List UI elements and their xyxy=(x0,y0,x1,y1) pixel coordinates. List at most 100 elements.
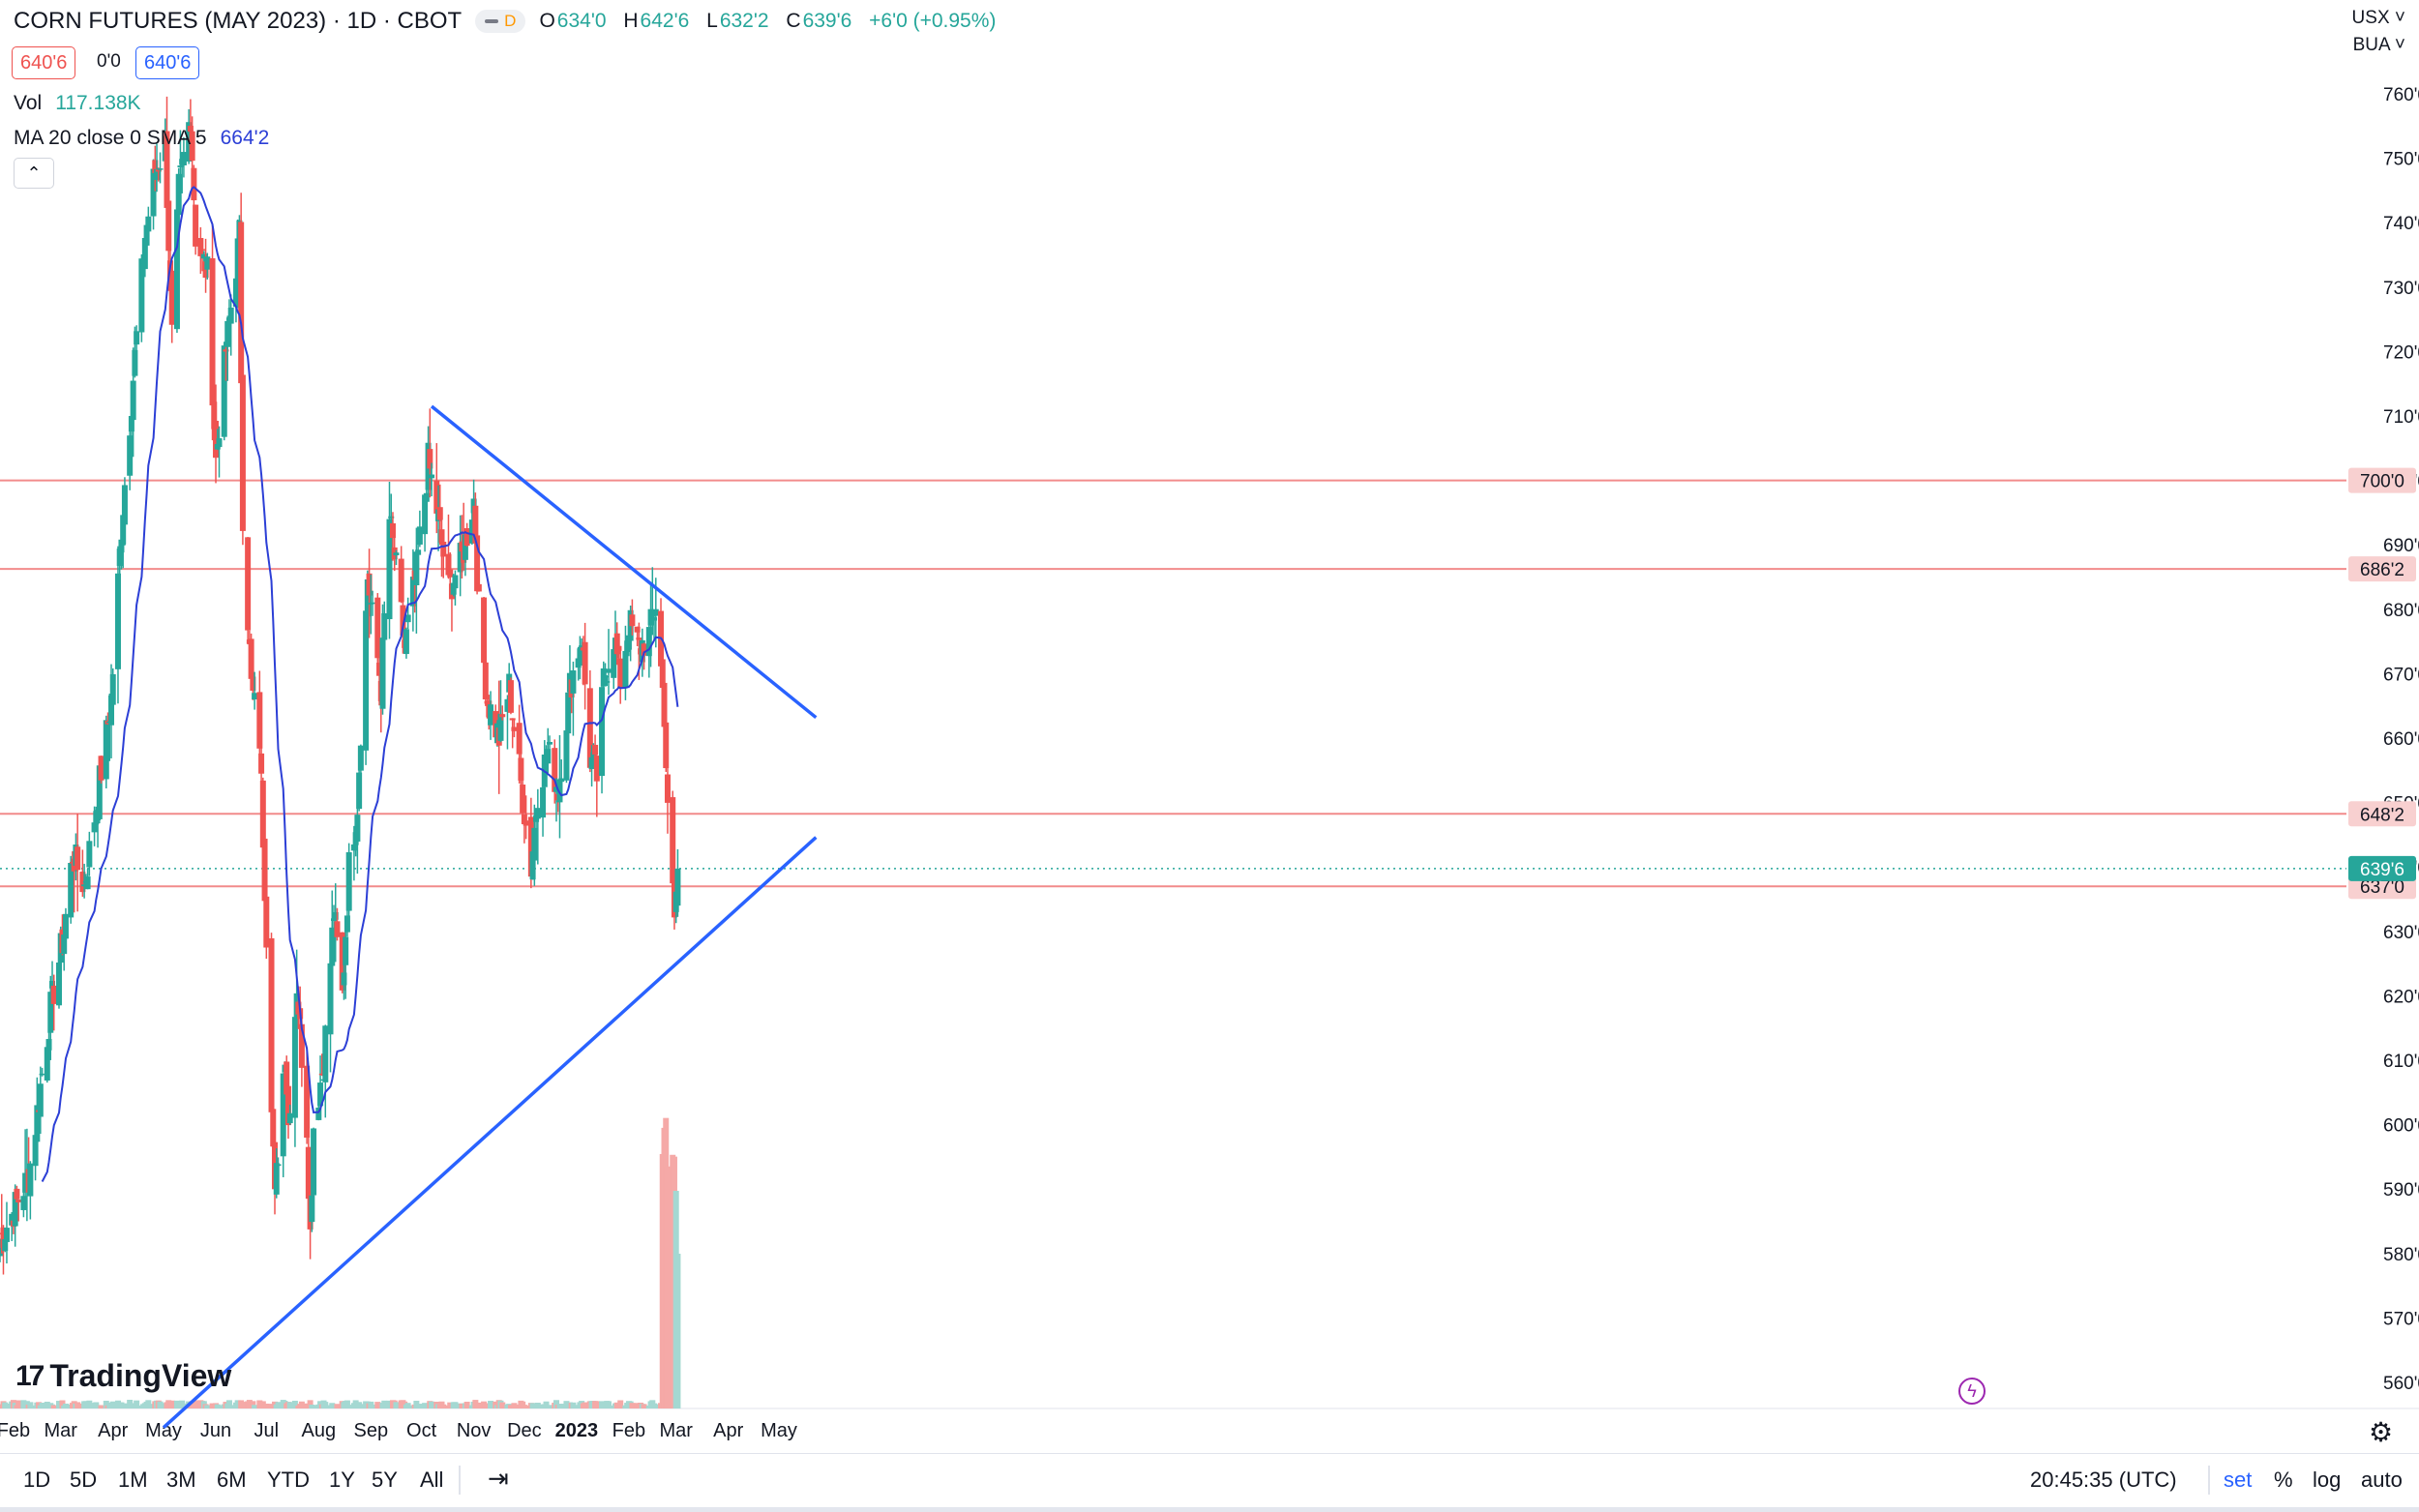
volume-bar xyxy=(275,1402,282,1408)
collapse-legend-button[interactable]: ⌃ xyxy=(14,158,54,189)
range-1y-button[interactable]: 1Y xyxy=(329,1468,355,1492)
volume-bar xyxy=(606,1401,612,1408)
candle-body xyxy=(114,573,121,669)
volume-bar xyxy=(225,1400,232,1408)
price-chart[interactable]: 560'0 570'0 580'0 590'0 600'0 610'0 620'0 630'0… xyxy=(0,0,2419,1453)
candle-body xyxy=(423,492,430,502)
candle-body xyxy=(415,549,422,555)
volume-bar xyxy=(263,1403,270,1408)
candle-body xyxy=(472,505,479,544)
symbol-title[interactable]: CORN FUTURES (MAY 2023) · 1D · CBOT xyxy=(14,8,463,34)
candle-body xyxy=(238,222,245,384)
visibility-toggle[interactable]: D xyxy=(475,10,526,33)
volume-bar xyxy=(345,1405,352,1408)
range-5y-button[interactable]: 5Y xyxy=(372,1468,398,1492)
candle-body xyxy=(286,1112,293,1124)
volume-bar xyxy=(357,1404,364,1408)
y-tick-label: 590'0 xyxy=(2383,1180,2419,1201)
volume-bar xyxy=(118,1402,125,1408)
candle-body xyxy=(452,575,459,589)
clock-time[interactable]: 20:45:35 (UTC) xyxy=(2030,1468,2177,1492)
candle-body xyxy=(602,675,609,678)
level-label: 686'2 xyxy=(2360,560,2404,580)
candle-body xyxy=(611,649,617,678)
candle-body xyxy=(197,238,204,256)
candle-body xyxy=(497,713,504,741)
candle-body xyxy=(86,841,93,868)
sell-button[interactable]: 640'6 xyxy=(12,46,76,79)
volume-bar xyxy=(15,1400,22,1408)
candle-body xyxy=(516,723,523,755)
candle-body xyxy=(150,168,157,217)
y-tick-label: 560'0 xyxy=(2383,1374,2419,1394)
candle-body xyxy=(130,380,136,421)
buy-button[interactable]: 640'6 xyxy=(135,46,200,79)
ma-line xyxy=(41,186,679,1182)
candle-body xyxy=(34,1105,41,1142)
volume-bar xyxy=(307,1400,314,1408)
candle-body xyxy=(128,416,134,432)
log-button[interactable]: log xyxy=(2313,1468,2342,1492)
candle-body xyxy=(388,516,395,519)
candle-body xyxy=(168,270,175,325)
range-3m-button[interactable]: 3M xyxy=(166,1468,196,1492)
volume-bar xyxy=(552,1400,559,1408)
auto-button[interactable]: auto xyxy=(2361,1468,2403,1492)
range-ytd-button[interactable]: YTD xyxy=(267,1468,310,1492)
currency-selector[interactable]: USX ˅ xyxy=(2351,8,2405,28)
candle-body xyxy=(173,209,180,330)
session-button[interactable]: set xyxy=(2224,1468,2253,1492)
volume-bar xyxy=(452,1402,459,1408)
percent-button[interactable]: % xyxy=(2274,1468,2293,1492)
candle-body xyxy=(116,548,123,566)
volume-bar xyxy=(463,1401,470,1408)
candle-body xyxy=(37,1083,44,1117)
candle-body xyxy=(121,485,128,525)
candle-body xyxy=(187,126,194,132)
candle-body xyxy=(304,1065,311,1139)
candle-body xyxy=(3,1228,10,1242)
candle-body xyxy=(422,494,429,535)
calendar-range-icon[interactable]: ⇥ xyxy=(488,1464,509,1493)
x-tick-label: May xyxy=(761,1420,797,1441)
candle-body xyxy=(311,1128,317,1196)
candle-body xyxy=(457,543,463,573)
range-1m-button[interactable]: 1M xyxy=(118,1468,148,1492)
volume-bar xyxy=(50,1405,57,1408)
volume-bar xyxy=(534,1403,541,1408)
y-tick-label: 690'0 xyxy=(2383,536,2419,556)
candle-body xyxy=(134,331,140,345)
volume-bar xyxy=(475,1402,482,1408)
range-6m-button[interactable]: 6M xyxy=(217,1468,247,1492)
candle-body xyxy=(354,815,361,842)
candle-body xyxy=(329,927,336,966)
ma-label[interactable]: MA 20 close 0 SMA 5 xyxy=(14,127,207,149)
candle-body xyxy=(593,756,600,782)
volume-bar xyxy=(311,1405,317,1408)
candle-body xyxy=(563,730,570,781)
low-label: L xyxy=(706,10,718,32)
unit-selector[interactable]: BUA ˅ xyxy=(2352,35,2405,55)
candle-body xyxy=(634,626,641,633)
candle-body xyxy=(261,838,268,902)
candle-body xyxy=(511,726,518,731)
candle-body xyxy=(322,1025,329,1082)
candle-body xyxy=(445,553,452,576)
candle-body xyxy=(177,165,184,167)
range-1d-button[interactable]: 1D xyxy=(23,1468,51,1492)
candle-body xyxy=(552,748,558,792)
candle-body xyxy=(107,695,114,726)
volume-bar xyxy=(511,1403,518,1408)
candle-body xyxy=(343,936,349,965)
toolbar-divider xyxy=(459,1466,461,1495)
gear-icon[interactable]: ⚙ xyxy=(2369,1417,2394,1447)
candle-body xyxy=(109,674,116,705)
range-5d-button[interactable]: 5D xyxy=(70,1468,98,1492)
lightning-icon[interactable]: ϟ xyxy=(1958,1378,1986,1405)
candle-body xyxy=(350,844,357,851)
candle-body xyxy=(475,583,482,592)
range-all-button[interactable]: All xyxy=(420,1468,444,1492)
candle-body xyxy=(199,249,206,251)
candle-body xyxy=(45,1039,52,1051)
candle-body xyxy=(81,884,88,887)
